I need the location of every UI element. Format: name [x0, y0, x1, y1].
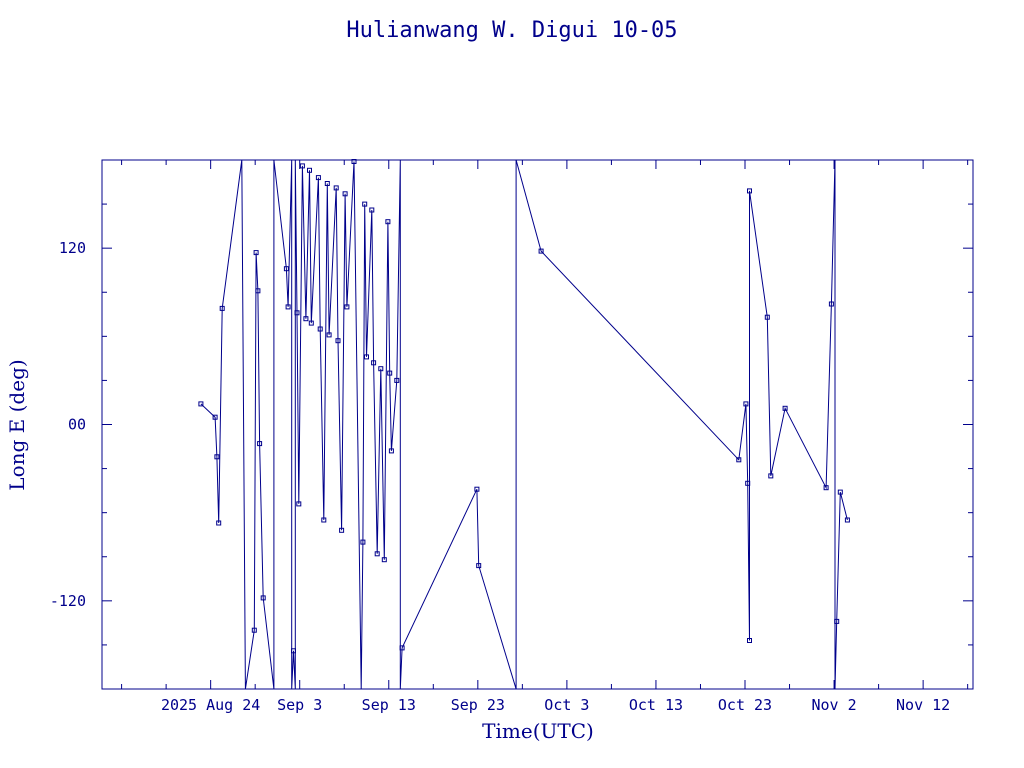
data-point [385, 219, 391, 225]
chart-title: Hulianwang W. Digui 10-05 [346, 18, 677, 43]
data-point [342, 191, 348, 197]
data-point [214, 454, 220, 460]
data-point [476, 563, 482, 569]
data-point [255, 288, 261, 294]
data-point [747, 188, 752, 194]
series-line [200, 159, 848, 690]
data-point [260, 595, 266, 601]
data-point [736, 457, 742, 463]
data-point [768, 473, 774, 479]
ticks-layer [102, 159, 973, 690]
y-tick-label: -120 [50, 592, 86, 610]
data-point [745, 480, 751, 486]
data-point [253, 250, 259, 256]
data-point [399, 645, 405, 651]
data-point [364, 354, 369, 360]
data-point [344, 304, 350, 310]
data-point [283, 266, 289, 272]
data-point [844, 517, 850, 523]
x-tick-label: Oct 23 [718, 696, 772, 714]
data-point [321, 517, 327, 523]
data-point [324, 181, 330, 186]
data-point [387, 370, 393, 376]
data-point [257, 441, 263, 447]
data-point [315, 175, 321, 181]
data-point [743, 401, 749, 407]
data-point [369, 207, 375, 213]
x-tick-label: Sep 3 [277, 696, 322, 714]
data-point [303, 316, 309, 322]
x-axis-label: Time(UTC) [482, 719, 594, 743]
y-tick-label: 120 [59, 239, 86, 257]
data-point [317, 326, 323, 332]
data-point [285, 304, 291, 310]
data-point [538, 248, 544, 254]
data-point [216, 520, 222, 526]
data-point [219, 305, 225, 311]
data-point [747, 638, 752, 643]
data-point [339, 527, 345, 533]
data-point [371, 360, 377, 366]
y-axis-label: Long E (deg) [5, 359, 29, 490]
data-point [362, 201, 368, 207]
x-tick-label: Sep 23 [451, 696, 505, 714]
data-point [381, 557, 387, 563]
data-point [299, 163, 305, 169]
x-tick-label: Nov 12 [896, 696, 950, 714]
data-point [333, 185, 339, 191]
x-tick-label: Oct 3 [544, 696, 589, 714]
x-tick-label: Oct 13 [629, 696, 683, 714]
data-point [394, 377, 400, 383]
data-point [823, 485, 829, 491]
data-point [294, 310, 300, 316]
data-point [474, 486, 480, 492]
data-point [307, 167, 312, 173]
data-point [198, 401, 204, 407]
x-tick-label: Sep 13 [362, 696, 416, 714]
series-layer [198, 159, 850, 690]
data-point [388, 448, 394, 454]
data-point [764, 314, 770, 320]
data-point [308, 320, 314, 326]
data-point [326, 332, 332, 338]
data-point [834, 618, 840, 624]
plot-frame [101, 159, 974, 690]
tick-labels-layer: 2025 Aug 24 Sep 3 Sep 13 Sep 23 Oct 3 Oct 13 O… [50, 239, 950, 714]
data-point [374, 551, 380, 557]
data-point [212, 414, 218, 420]
data-point [378, 366, 384, 372]
data-point [296, 501, 302, 507]
data-point [360, 539, 366, 545]
data-point [335, 338, 341, 344]
data-point [828, 301, 834, 307]
data-point [782, 405, 788, 411]
x-tick-label: 2025 Aug 24 [161, 696, 260, 714]
data-point [351, 159, 357, 164]
data-point [291, 648, 296, 654]
data-point [251, 627, 257, 633]
data-point [837, 489, 843, 495]
x-tick-label: Nov 2 [811, 696, 856, 714]
y-tick-label: 00 [68, 416, 86, 434]
